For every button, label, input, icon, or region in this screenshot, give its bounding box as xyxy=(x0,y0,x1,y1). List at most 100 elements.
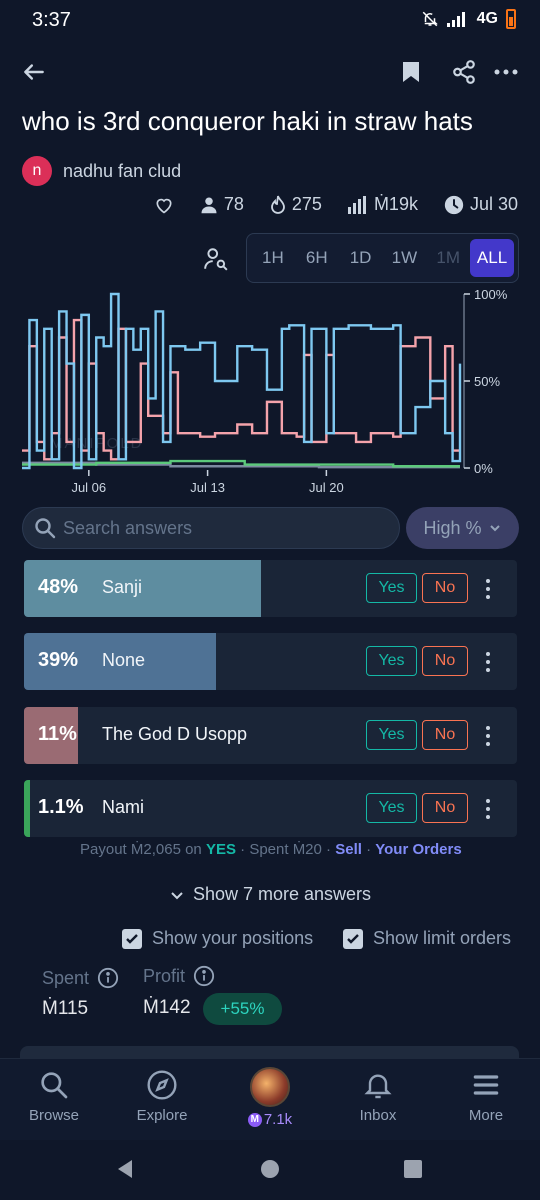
range-1d[interactable]: 1D xyxy=(349,248,372,267)
more-vertical-icon[interactable] xyxy=(478,794,498,824)
menu-icon xyxy=(473,1075,499,1095)
y-tick-label: 50% xyxy=(474,374,500,389)
nav-inbox-label: Inbox xyxy=(359,1107,397,1124)
user-search-icon xyxy=(204,248,228,271)
show-positions-label: Show your positions xyxy=(152,928,314,948)
more-options-button[interactable] xyxy=(492,58,520,86)
check-icon xyxy=(126,933,138,944)
heart-icon xyxy=(156,198,172,214)
show-limit-orders-toggle[interactable]: Show limit orders xyxy=(343,928,511,949)
show-more-answers-button[interactable]: Show 7 more answers xyxy=(0,884,540,905)
close-date-stat: Jul 30 xyxy=(444,194,518,215)
back-triangle-icon[interactable] xyxy=(114,1158,136,1180)
status-time: 3:37 xyxy=(32,9,71,31)
info-icon[interactable] xyxy=(97,967,119,989)
traders-count: 78 xyxy=(223,194,244,214)
nav-browse-label: Browse xyxy=(28,1107,80,1124)
checkbox-checked[interactable] xyxy=(122,928,142,949)
more-horizontal-icon xyxy=(494,69,518,75)
series-line xyxy=(22,459,460,468)
like-button[interactable] xyxy=(154,195,174,215)
time-range-selector: 1H 6H 1D 1W 1M ALL xyxy=(246,233,519,283)
answer-probability-bar xyxy=(24,780,30,837)
yes-button[interactable]: Yes xyxy=(366,573,417,603)
signal-icon xyxy=(446,12,465,27)
answer-probability: 11% xyxy=(38,723,77,745)
recents-square-icon[interactable] xyxy=(403,1159,423,1179)
mana-coin-icon: M xyxy=(247,1112,262,1127)
check-icon xyxy=(347,933,359,944)
answer-probability-bar xyxy=(24,633,216,690)
yes-button[interactable]: Yes xyxy=(366,646,417,676)
range-1w[interactable]: 1W xyxy=(391,248,418,267)
answer-row[interactable]: 48% Sanji Yes No xyxy=(24,560,517,617)
show-positions-toggle[interactable]: Show your positions xyxy=(122,928,313,949)
no-button[interactable]: No xyxy=(422,793,468,823)
payout-amount: Ṁ2,065 xyxy=(130,841,181,858)
nav-profile[interactable]: M 7.1k xyxy=(225,1067,315,1128)
answer-probability: 48% xyxy=(38,576,79,598)
no-button[interactable]: No xyxy=(422,720,468,750)
creator-avatar[interactable]: n xyxy=(22,156,52,186)
answer-row[interactable]: 39% None Yes No xyxy=(24,633,517,690)
payout-prefix: Payout xyxy=(80,841,127,858)
spent-label: Spent xyxy=(249,841,289,858)
payout-outcome: YES xyxy=(205,841,236,858)
answer-name: The God D Usopp xyxy=(102,724,248,744)
range-1h[interactable]: 1H xyxy=(262,248,284,267)
your-orders-link[interactable]: Your Orders xyxy=(375,841,462,858)
share-button[interactable] xyxy=(450,58,478,86)
no-button[interactable]: No xyxy=(422,646,468,676)
sell-link[interactable]: Sell xyxy=(335,841,362,858)
more-vertical-icon[interactable] xyxy=(478,647,498,677)
close-date: Jul 30 xyxy=(469,194,518,214)
nav-more-label: More xyxy=(468,1107,504,1124)
nav-browse[interactable]: Browse xyxy=(9,1069,99,1124)
bottom-nav: Browse Explore M 7.1k Inbox More xyxy=(0,1058,540,1140)
answer-name: Sanji xyxy=(102,577,143,597)
answer-probability-bar xyxy=(24,707,78,764)
status-icons: 4G xyxy=(421,9,516,29)
separator: · xyxy=(240,841,246,858)
search-icon xyxy=(35,518,56,539)
traders-stat[interactable]: 78 xyxy=(200,194,244,215)
range-6h[interactable]: 6H xyxy=(305,248,328,267)
separator: · xyxy=(366,841,372,858)
creator-name[interactable]: nadhu fan clud xyxy=(63,161,182,181)
nav-inbox[interactable]: Inbox xyxy=(333,1069,423,1124)
profit-metric-text: Profit xyxy=(143,965,186,986)
answer-row[interactable]: 11% The God D Usopp Yes No xyxy=(24,707,517,764)
no-button[interactable]: No xyxy=(422,573,468,603)
sort-dropdown[interactable]: High % xyxy=(406,507,519,549)
market-title: who is 3rd conqueror haki in straw hats xyxy=(22,106,473,136)
bookmark-icon xyxy=(403,62,419,82)
more-vertical-icon[interactable] xyxy=(478,574,498,604)
range-all[interactable]: ALL xyxy=(470,239,514,277)
search-input[interactable] xyxy=(63,517,383,539)
spent-metric-label: Spent xyxy=(42,967,119,989)
compass-icon xyxy=(147,1070,177,1100)
profit-metric-value: Ṁ142 xyxy=(143,997,191,1018)
nav-more[interactable]: More xyxy=(441,1069,531,1124)
yes-button[interactable]: Yes xyxy=(366,720,417,750)
battery-icon xyxy=(506,9,516,29)
nav-explore[interactable]: Explore xyxy=(117,1069,207,1124)
answer-name: None xyxy=(102,650,146,670)
comments-stat[interactable]: 275 xyxy=(270,194,322,215)
payout-summary: Payout Ṁ2,065 on YES · Spent Ṁ20 · Sell … xyxy=(80,841,462,858)
info-icon[interactable] xyxy=(193,965,215,987)
user-filter-button[interactable] xyxy=(203,246,229,272)
bookmark-button[interactable] xyxy=(398,58,424,86)
more-vertical-icon[interactable] xyxy=(478,721,498,751)
checkbox-checked[interactable] xyxy=(343,928,363,949)
home-circle-icon[interactable] xyxy=(260,1159,280,1179)
search-icon xyxy=(41,1072,68,1099)
back-button[interactable] xyxy=(20,58,48,86)
spent-metric-value: Ṁ115 xyxy=(42,998,89,1019)
yes-button[interactable]: Yes xyxy=(366,793,417,823)
search-bar[interactable] xyxy=(22,507,400,549)
answer-row[interactable]: 1.1% Nami Yes No xyxy=(24,780,517,837)
series-line xyxy=(22,292,462,470)
y-tick-label: 0% xyxy=(474,461,493,476)
